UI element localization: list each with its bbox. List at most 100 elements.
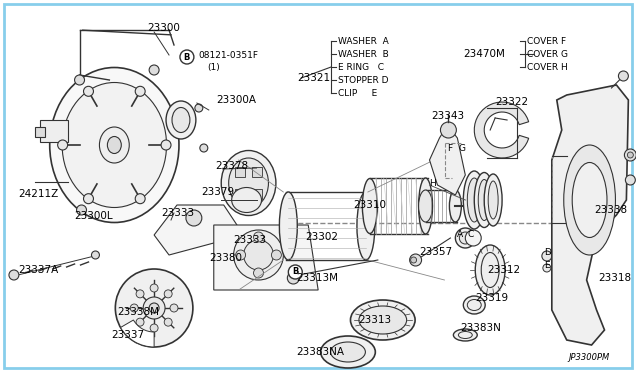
Circle shape — [625, 175, 636, 185]
Ellipse shape — [149, 303, 159, 313]
Text: STOPPER D: STOPPER D — [338, 76, 388, 84]
Text: 23313M: 23313M — [296, 273, 339, 283]
Polygon shape — [552, 85, 628, 345]
Bar — [252, 167, 262, 177]
Circle shape — [83, 194, 93, 204]
Text: 23343: 23343 — [431, 111, 465, 121]
Ellipse shape — [232, 187, 262, 212]
Ellipse shape — [362, 179, 378, 234]
Circle shape — [83, 86, 93, 96]
Text: 23470M: 23470M — [463, 49, 505, 59]
Circle shape — [411, 257, 417, 263]
Ellipse shape — [465, 230, 481, 246]
Ellipse shape — [62, 83, 166, 208]
Bar — [40, 120, 68, 142]
Text: COVER G: COVER G — [527, 49, 568, 58]
Ellipse shape — [467, 299, 481, 311]
Circle shape — [9, 270, 19, 280]
Circle shape — [271, 250, 282, 260]
Text: 23337: 23337 — [111, 330, 145, 340]
Text: CLIP     E: CLIP E — [338, 89, 378, 97]
Ellipse shape — [321, 336, 375, 368]
Circle shape — [440, 122, 456, 138]
Circle shape — [164, 318, 172, 326]
Ellipse shape — [481, 253, 499, 288]
Ellipse shape — [572, 163, 607, 237]
Ellipse shape — [458, 331, 472, 339]
Ellipse shape — [172, 108, 190, 132]
Circle shape — [92, 251, 99, 259]
Text: 23300: 23300 — [147, 23, 180, 33]
Ellipse shape — [99, 127, 129, 163]
Ellipse shape — [476, 245, 505, 295]
Text: 23333: 23333 — [161, 208, 194, 218]
Circle shape — [58, 140, 68, 150]
Ellipse shape — [143, 297, 165, 319]
Text: G: G — [458, 144, 465, 153]
Text: A: A — [458, 230, 463, 238]
Polygon shape — [474, 102, 529, 158]
Circle shape — [131, 304, 138, 312]
Text: F: F — [447, 144, 452, 153]
Text: 23338: 23338 — [595, 205, 628, 215]
Circle shape — [77, 205, 86, 215]
Text: WASHER  B: WASHER B — [338, 49, 388, 58]
Circle shape — [618, 71, 628, 81]
Circle shape — [543, 264, 551, 272]
Ellipse shape — [463, 171, 485, 229]
Ellipse shape — [331, 342, 365, 362]
Circle shape — [150, 324, 158, 332]
Bar — [35, 127, 45, 137]
Text: 23321: 23321 — [298, 73, 330, 83]
Ellipse shape — [478, 180, 490, 221]
Ellipse shape — [456, 228, 476, 248]
Ellipse shape — [460, 232, 471, 244]
Ellipse shape — [419, 190, 433, 222]
Circle shape — [410, 254, 422, 266]
Text: C: C — [467, 230, 474, 238]
Ellipse shape — [244, 240, 273, 270]
Text: 23312: 23312 — [487, 265, 520, 275]
Circle shape — [170, 304, 178, 312]
Text: 23319: 23319 — [476, 293, 508, 303]
Circle shape — [200, 144, 208, 152]
Text: 23380: 23380 — [209, 253, 242, 263]
Text: (1): (1) — [207, 62, 220, 71]
Circle shape — [161, 140, 171, 150]
Ellipse shape — [115, 269, 193, 347]
Text: D: D — [544, 247, 551, 257]
Text: COVER H: COVER H — [527, 62, 568, 71]
Text: 23337A: 23337A — [18, 265, 58, 275]
Circle shape — [253, 232, 264, 242]
Text: 23378: 23378 — [215, 161, 248, 171]
Text: 23379: 23379 — [201, 187, 234, 197]
Text: JP3300PM: JP3300PM — [569, 353, 610, 362]
Text: 23300L: 23300L — [75, 211, 113, 221]
Text: WASHER  A: WASHER A — [338, 36, 388, 45]
Ellipse shape — [453, 329, 477, 341]
Ellipse shape — [359, 306, 406, 334]
Ellipse shape — [50, 67, 179, 222]
Text: 23318: 23318 — [598, 273, 632, 283]
Text: 24211Z: 24211Z — [18, 189, 58, 199]
Ellipse shape — [228, 158, 268, 208]
Bar — [235, 189, 245, 199]
Text: 23383N: 23383N — [460, 323, 501, 333]
Circle shape — [149, 65, 159, 75]
Polygon shape — [429, 125, 465, 195]
Text: 23302: 23302 — [305, 232, 338, 242]
Circle shape — [136, 318, 144, 326]
Text: 23333: 23333 — [234, 235, 267, 245]
Ellipse shape — [357, 192, 375, 260]
Text: 23357: 23357 — [420, 247, 452, 257]
Ellipse shape — [108, 137, 122, 154]
Circle shape — [542, 251, 552, 261]
Bar — [235, 167, 245, 177]
Ellipse shape — [280, 192, 298, 260]
Circle shape — [289, 265, 302, 279]
Circle shape — [180, 50, 194, 64]
Circle shape — [186, 210, 202, 226]
Text: COVER F: COVER F — [527, 36, 566, 45]
Circle shape — [195, 104, 203, 112]
Text: 08121-0351F: 08121-0351F — [199, 51, 259, 60]
